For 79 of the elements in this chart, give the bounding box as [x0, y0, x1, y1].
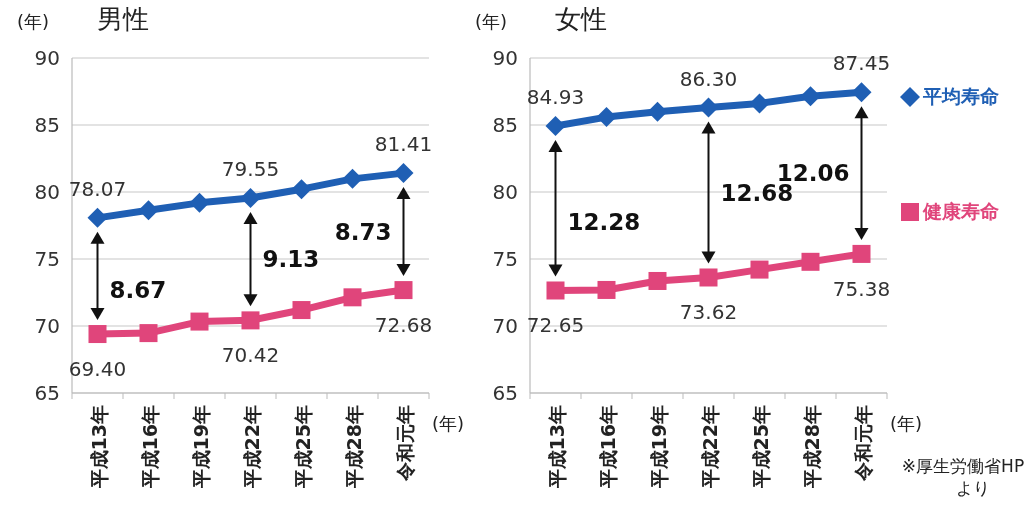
- data-label: 72.68: [374, 313, 433, 338]
- x-tick-label: 平成13年: [87, 405, 110, 490]
- point: [800, 86, 821, 107]
- data-label: 87.45: [832, 51, 891, 76]
- data-label: 72.65: [526, 313, 585, 338]
- x-tick-label: 平成19年: [189, 405, 212, 490]
- point: [851, 82, 872, 103]
- data-label: 84.93: [526, 84, 585, 109]
- data-label: 79.55: [221, 157, 280, 182]
- point: [648, 271, 667, 290]
- data-label: 69.40: [68, 357, 127, 382]
- x-tick-label: 平成25年: [291, 405, 314, 490]
- y-tick-label: 65: [34, 381, 60, 405]
- data-label: 73.62: [679, 300, 738, 325]
- data-label: 75.38: [832, 276, 891, 301]
- legend-label: 健康寿命: [922, 200, 999, 222]
- x-tick-label: 平成16年: [596, 405, 619, 490]
- y-tick-label: 75: [492, 247, 518, 271]
- point: [138, 200, 159, 221]
- point: [88, 325, 107, 344]
- data-label: 70.42: [221, 343, 280, 368]
- point: [597, 280, 616, 299]
- point: [342, 168, 363, 189]
- annotation: 8.67: [109, 276, 167, 303]
- point: [291, 179, 312, 200]
- point: [190, 312, 209, 331]
- point: [596, 107, 617, 128]
- point: [240, 188, 261, 209]
- x-tick-label: 平成16年: [138, 405, 161, 490]
- point: [545, 115, 566, 136]
- point: [647, 101, 668, 122]
- data-label: 81.41: [374, 132, 433, 157]
- point: [292, 301, 311, 320]
- y-tick-label: 85: [34, 113, 60, 137]
- chart-title: 女性: [555, 4, 607, 34]
- point: [852, 244, 871, 263]
- data-label: 86.30: [679, 66, 738, 91]
- point: [241, 311, 260, 330]
- x-tick-label: 平成28年: [800, 405, 823, 490]
- point: [698, 97, 719, 118]
- point: [750, 260, 769, 279]
- x-tick-label: 平成13年: [545, 405, 568, 490]
- point: [546, 281, 565, 300]
- legend-label: 平均寿命: [922, 85, 999, 107]
- text: ※厚生労働省HPより: [901, 456, 1025, 498]
- y-tick-label: 85: [492, 113, 518, 137]
- x-tick-label: 令和元年: [851, 405, 874, 482]
- y-tick-label: 80: [34, 180, 60, 204]
- data-label: 78.07: [68, 176, 127, 201]
- point: [801, 252, 820, 271]
- x-tick-label: 平成22年: [240, 405, 263, 490]
- y-tick-label: 70: [492, 314, 518, 338]
- point: [343, 288, 362, 307]
- annotation: 8.73: [334, 218, 392, 245]
- x-tick-label: 平成25年: [749, 405, 772, 490]
- x-tick-label: 平成19年: [647, 405, 670, 490]
- x-tick-label: 平成28年: [342, 405, 365, 490]
- y-tick-label: 65: [492, 381, 518, 405]
- point: [139, 324, 158, 343]
- point: [749, 93, 770, 114]
- point: [394, 281, 413, 300]
- point: [189, 192, 210, 213]
- y-tick-label: 90: [34, 46, 60, 70]
- point: [699, 268, 718, 287]
- y-axis-title: (年): [475, 11, 508, 32]
- y-tick-label: 90: [492, 46, 518, 70]
- point: [87, 207, 108, 228]
- x-tick-label: 令和元年: [393, 405, 416, 482]
- chart-title: 男性: [97, 4, 149, 34]
- x-axis-title: (年): [890, 413, 923, 434]
- x-axis-title: (年): [432, 413, 465, 434]
- point: [393, 163, 414, 184]
- y-tick-label: 75: [34, 247, 60, 271]
- annotation: 12.28: [567, 209, 641, 236]
- y-axis-title: (年): [17, 11, 50, 32]
- y-tick-label: 80: [492, 180, 518, 204]
- annotation: 9.13: [262, 246, 320, 273]
- x-tick-label: 平成22年: [698, 405, 721, 490]
- y-tick-label: 70: [34, 314, 60, 338]
